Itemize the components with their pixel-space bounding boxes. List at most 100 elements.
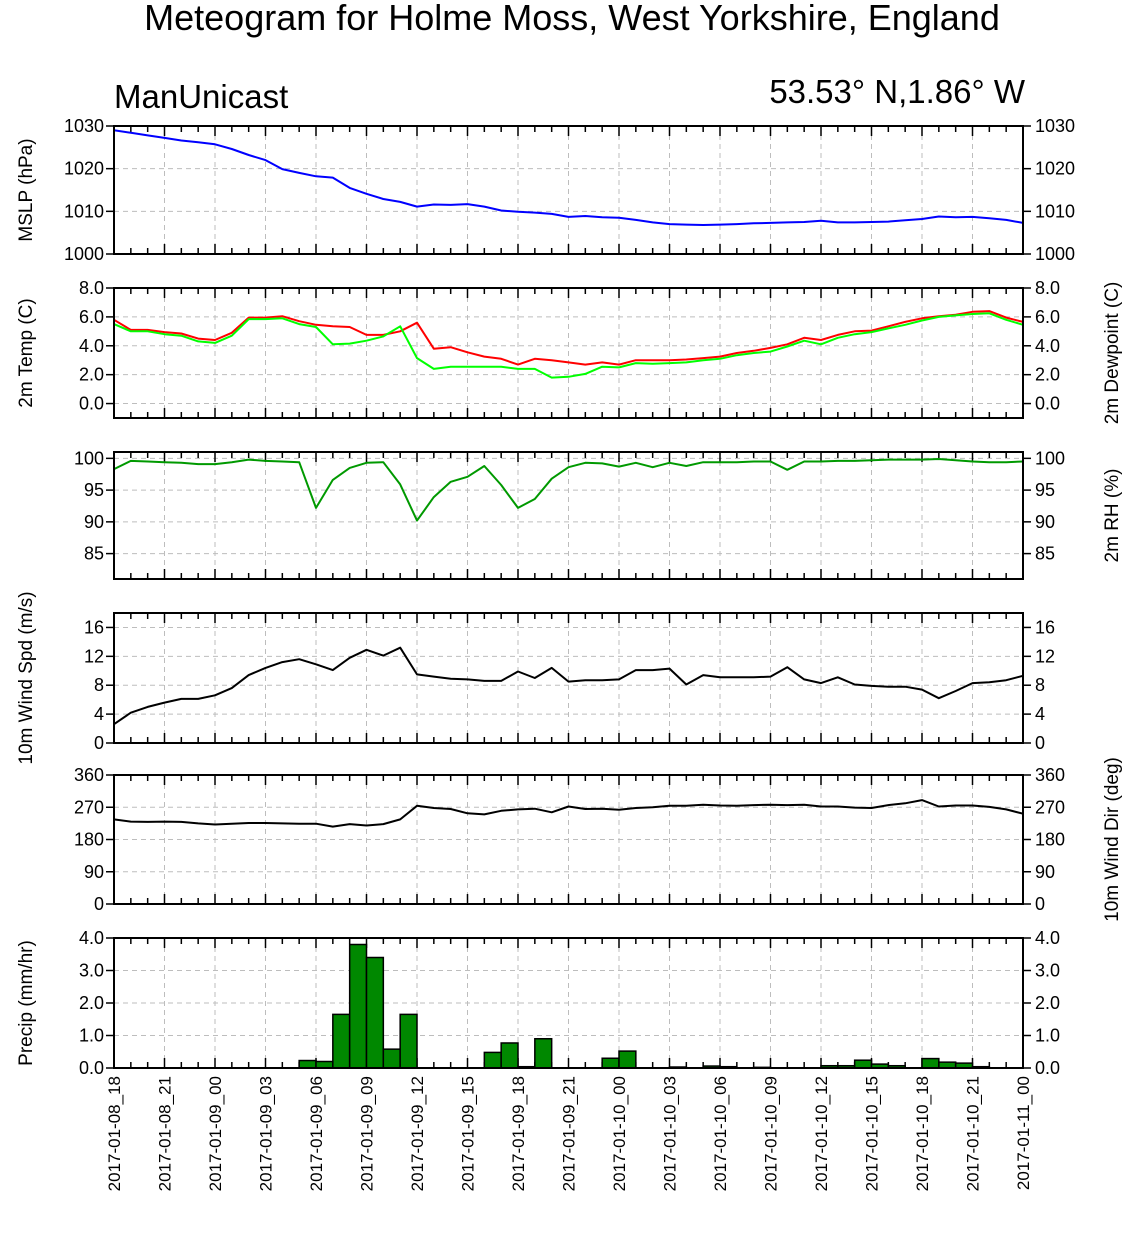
y-tick-label-left: 4 [94, 704, 104, 724]
y-tick-label-right: 1000 [1035, 244, 1075, 264]
x-tick-label: 2017-01-10_03 [661, 1076, 680, 1191]
y-axis-label-left: Precip (mm/hr) [16, 940, 37, 1066]
x-tick-label: 2017-01-10_18 [913, 1076, 932, 1191]
panel-rh: 85 85 90 90 95 95 100 100 2m RH (%) [74, 448, 1123, 580]
precip-bar [500, 1042, 519, 1069]
y-tick-label-left: 100 [74, 448, 104, 468]
y-tick-label-right: 4 [1035, 704, 1045, 724]
y-tick-label-right: 1.0 [1035, 1026, 1060, 1046]
y-tick-label-left: 1020 [64, 159, 104, 179]
panel-precip: 0.0 0.0 1.0 1.0 2.0 2.0 3.0 3.0 4.0 4.0 Precip (mm… [16, 928, 1060, 1078]
y-tick-label-right: 2.0 [1035, 993, 1060, 1013]
y-tick-label-left: 1.0 [79, 1026, 104, 1046]
series-line-rh-0 [113, 458, 1024, 522]
x-tick-label: 2017-01-09_06 [307, 1076, 326, 1191]
x-tick-label: 2017-01-09_03 [257, 1076, 276, 1191]
y-tick-label-right: 1010 [1035, 201, 1075, 221]
y-tick-label-right: 90 [1035, 512, 1055, 532]
x-tick-label: 2017-01-09_09 [358, 1076, 377, 1191]
location-coordinates: 53.53° N,1.86° W [769, 73, 1026, 110]
y-tick-label-left: 85 [84, 544, 104, 564]
panel-frame [113, 451, 1024, 580]
y-tick-label-right: 90 [1035, 862, 1055, 882]
y-tick-label-left: 8.0 [79, 278, 104, 298]
panel-wspd: 0 0 4 4 8 8 12 12 16 16 10m Wind Spd (m/s) [16, 591, 1055, 764]
x-tick-label: 2017-01-09_00 [206, 1076, 225, 1191]
y-axis-label-right: 10m Wind Dir (deg) [1102, 757, 1123, 922]
precip-bar [348, 943, 368, 1069]
precip-bar [365, 956, 385, 1069]
y-tick-label-left: 0 [94, 733, 104, 753]
y-axis-label-left: 2m Temp (C) [16, 298, 37, 407]
precip-bar [853, 1059, 873, 1069]
panel-frame [113, 287, 1024, 419]
y-tick-label-right: 6.0 [1035, 307, 1060, 327]
model-name: ManUnicast [114, 78, 288, 115]
panel-frame [113, 774, 1024, 905]
y-tick-label-left: 4.0 [79, 928, 104, 948]
y-tick-label-right: 2.0 [1035, 365, 1060, 385]
precip-bar [601, 1057, 620, 1069]
y-tick-label-right: 16 [1035, 617, 1055, 637]
precip-bar [382, 1048, 401, 1069]
precip-bar [483, 1051, 502, 1069]
y-tick-label-left: 1010 [64, 201, 104, 221]
y-tick-label-right: 0.0 [1035, 1058, 1060, 1078]
y-tick-label-right: 270 [1035, 797, 1065, 817]
y-axis-label-left: 10m Wind Spd (m/s) [16, 591, 37, 764]
y-tick-label-right: 100 [1035, 448, 1065, 468]
y-tick-label-left: 95 [84, 480, 104, 500]
panel-frame [113, 612, 1024, 744]
precip-bar [399, 1013, 418, 1069]
y-tick-label-left: 12 [84, 646, 104, 666]
precip-bar [298, 1059, 317, 1069]
y-tick-label-right: 12 [1035, 646, 1055, 666]
y-tick-label-left: 360 [74, 765, 104, 785]
y-tick-label-left: 1000 [64, 244, 104, 264]
y-tick-label-left: 3.0 [79, 961, 104, 981]
x-tick-label: 2017-01-09_21 [560, 1076, 579, 1191]
x-tick-label: 2017-01-10_21 [964, 1076, 983, 1191]
y-tick-label-right: 0.0 [1035, 394, 1060, 414]
precip-bar [534, 1038, 553, 1069]
precip-bar [618, 1050, 637, 1069]
panel-wdir: 0 0 90 90 180 180 270 270 360 360 10m Wind Dir (de… [74, 757, 1123, 922]
x-tick-label: 2017-01-08_18 [105, 1076, 124, 1191]
y-tick-label-right: 0 [1035, 894, 1045, 914]
y-tick-label-right: 180 [1035, 830, 1065, 850]
x-tick-label: 2017-01-08_21 [156, 1076, 175, 1191]
x-tick-label: 2017-01-10_12 [812, 1076, 831, 1191]
y-axis-label-left: MSLP (hPa) [16, 138, 37, 241]
y-axis-label-right: 2m RH (%) [1102, 469, 1123, 563]
x-tick-label: 2017-01-10_15 [863, 1076, 882, 1191]
precip-bar [332, 1013, 351, 1069]
y-tick-label-right: 3.0 [1035, 961, 1060, 981]
y-tick-label-left: 180 [74, 830, 104, 850]
y-tick-label-left: 16 [84, 617, 104, 637]
y-tick-label-right: 8 [1035, 675, 1045, 695]
series-line-temp-1 [113, 312, 1024, 379]
y-tick-label-left: 2.0 [79, 365, 104, 385]
x-tick-label: 2017-01-09_15 [459, 1076, 478, 1191]
panel-frame [113, 125, 1024, 255]
y-tick-label-right: 4.0 [1035, 336, 1060, 356]
y-tick-label-left: 90 [84, 512, 104, 532]
x-tick-label: 2017-01-10_06 [711, 1076, 730, 1191]
series-line-mslp-0 [113, 129, 1024, 226]
y-tick-label-right: 95 [1035, 480, 1055, 500]
series-line-wspd-0 [113, 646, 1024, 726]
y-tick-label-right: 8.0 [1035, 278, 1060, 298]
panel-mslp: 1000 1000 1010 1010 1020 1020 1030 1030 MSLP (hP… [16, 116, 1075, 264]
y-tick-label-right: 4.0 [1035, 928, 1060, 948]
x-tick-label: 2017-01-09_18 [509, 1076, 528, 1191]
series-line-temp-0 [113, 310, 1024, 366]
y-tick-label-left: 0 [94, 894, 104, 914]
panel-frame [113, 937, 1024, 1069]
precip-bar [921, 1057, 940, 1069]
y-tick-label-right: 360 [1035, 765, 1065, 785]
y-tick-label-right: 0 [1035, 733, 1045, 753]
y-tick-label-left: 2.0 [79, 993, 104, 1013]
y-tick-label-left: 6.0 [79, 307, 104, 327]
y-tick-label-left: 270 [74, 797, 104, 817]
